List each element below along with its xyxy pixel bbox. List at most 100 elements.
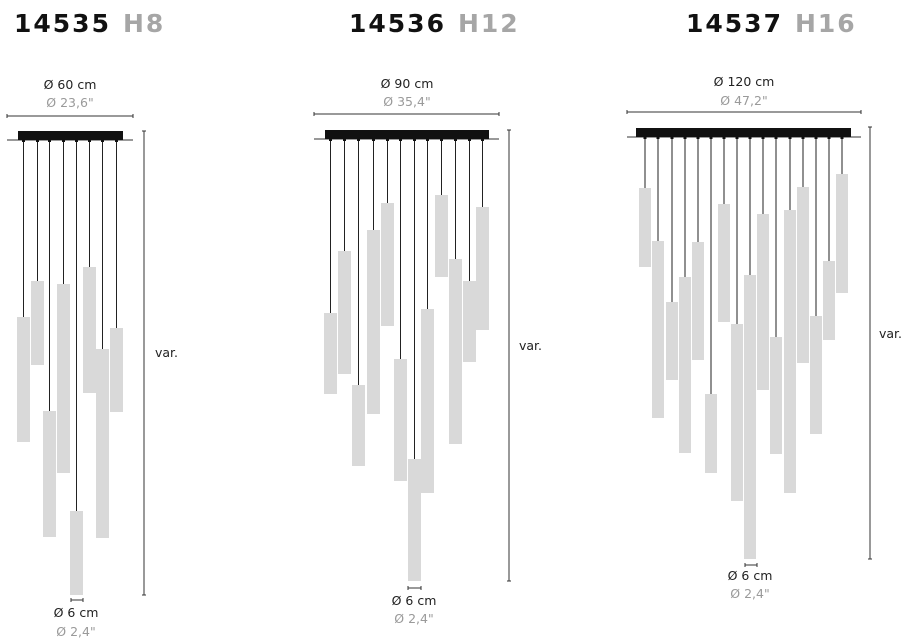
model-code-text: 14535 <box>14 9 111 38</box>
tube-diameter-inch-label: Ø 2,4" <box>394 611 433 626</box>
cord-connector <box>814 137 818 139</box>
cord-connector <box>748 137 752 139</box>
pendant-tube <box>367 230 380 414</box>
pendant-tube <box>744 275 756 559</box>
cord-connector <box>372 139 375 141</box>
cord-connector <box>426 139 429 141</box>
pendant-tube <box>784 210 796 493</box>
cord-connector <box>481 139 484 141</box>
pendant-tube <box>666 302 678 380</box>
cord-connector <box>386 139 389 141</box>
tube-diameter-cm-label: Ø 6 cm <box>392 593 437 608</box>
pendant-tube <box>381 203 394 326</box>
cord-connector <box>840 137 844 139</box>
model-code: 14535 H8 <box>14 9 165 38</box>
pendant-tube <box>692 242 704 360</box>
pendant-tube <box>394 359 407 481</box>
lamp-drawing-14537 <box>626 110 872 567</box>
pendant-tube <box>731 324 743 501</box>
pendant-tube <box>352 385 365 466</box>
cord-connector <box>88 140 91 142</box>
cord-connector <box>643 137 647 139</box>
tube-diameter-cm-label: Ø 6 cm <box>54 605 99 620</box>
cord-connector <box>101 140 104 142</box>
cord-connector <box>709 137 713 139</box>
pendant-tube <box>705 394 717 473</box>
pendant-tube <box>836 174 848 293</box>
cord-connector <box>774 137 778 139</box>
cord-connector <box>48 140 51 142</box>
model-variant-text: H8 <box>123 9 165 38</box>
cord-connector <box>22 140 25 142</box>
pendant-tube <box>96 349 109 538</box>
cord-connector <box>454 139 457 141</box>
width-inch-label: Ø 47,2" <box>720 93 767 108</box>
pendant-tube <box>757 214 769 390</box>
cord-connector <box>468 139 471 141</box>
cord-connector <box>343 139 346 141</box>
cord-connector <box>722 137 726 139</box>
pendant-tube <box>679 277 691 453</box>
model-code: 14537 H16 <box>686 9 857 38</box>
tube-diameter-inch-label: Ø 2,4" <box>56 624 95 639</box>
width-inch-label: Ø 23,6" <box>46 95 93 110</box>
lamp-drawing-14535 <box>6 114 146 602</box>
cord-connector <box>788 137 792 139</box>
pendant-tube <box>70 511 83 595</box>
height-label: var. <box>519 338 542 353</box>
cord-connector <box>670 137 674 139</box>
tube-diameter-cm-label: Ø 6 cm <box>728 568 773 583</box>
pendant-tube <box>718 204 730 322</box>
width-cm-label: Ø 120 cm <box>714 74 775 89</box>
canopy-bar <box>18 131 123 140</box>
cord-connector <box>683 137 687 139</box>
model-variant-text: H16 <box>795 9 857 38</box>
cord-connector <box>761 137 765 139</box>
model-14535-panel: 14535 H8 Ø 60 cm Ø 23,6" var. Ø 6 cm Ø 2,… <box>14 9 178 639</box>
pendant-tube <box>435 195 448 277</box>
pendant-tube <box>463 281 476 362</box>
pendant-tube <box>43 411 56 537</box>
pendant-tube <box>639 188 651 267</box>
pendant-tube <box>17 317 30 442</box>
model-14536-panel: 14536 H12 Ø 90 cm Ø 35,4" var. Ø 6 cm Ø 2… <box>349 9 542 626</box>
cord-connector <box>62 140 65 142</box>
cord-connector <box>399 139 402 141</box>
cord-connector <box>357 139 360 141</box>
pendant-tube <box>449 259 462 444</box>
cord-connector <box>329 139 332 141</box>
lamp-drawing-14536 <box>313 112 511 590</box>
pendant-tube <box>476 207 489 330</box>
cord-connector <box>440 139 443 141</box>
pendant-tube <box>823 261 835 340</box>
canopy-bar <box>636 128 851 137</box>
cord-connector <box>115 140 118 142</box>
model-code-text: 14536 <box>349 9 446 38</box>
tube-diameter-inch-label: Ø 2,4" <box>730 586 769 601</box>
model-14537-panel: 14537 H16 Ø 120 cm Ø 47,2" var. Ø 6 cm Ø … <box>686 9 902 601</box>
width-cm-label: Ø 90 cm <box>381 76 434 91</box>
pendant-tube <box>324 313 337 394</box>
width-inch-label: Ø 35,4" <box>383 94 430 109</box>
pendant-tube <box>110 328 123 412</box>
cord-connector <box>413 139 416 141</box>
cord-connector <box>827 137 831 139</box>
pendant-tube <box>421 309 434 493</box>
cord-connector <box>36 140 39 142</box>
cord-connector <box>75 140 78 142</box>
model-code: 14536 H12 <box>349 9 520 38</box>
pendant-tube <box>652 241 664 418</box>
pendant-tube <box>338 251 351 374</box>
cord-connector <box>735 137 739 139</box>
height-label: var. <box>879 326 902 341</box>
pendant-tube <box>797 187 809 363</box>
pendant-tube <box>57 284 70 473</box>
cord-connector <box>656 137 660 139</box>
pendant-tube <box>31 281 44 365</box>
pendant-tube <box>770 337 782 454</box>
cord-connector <box>696 137 700 139</box>
model-code-text: 14537 <box>686 9 783 38</box>
model-variant-text: H12 <box>458 9 520 38</box>
